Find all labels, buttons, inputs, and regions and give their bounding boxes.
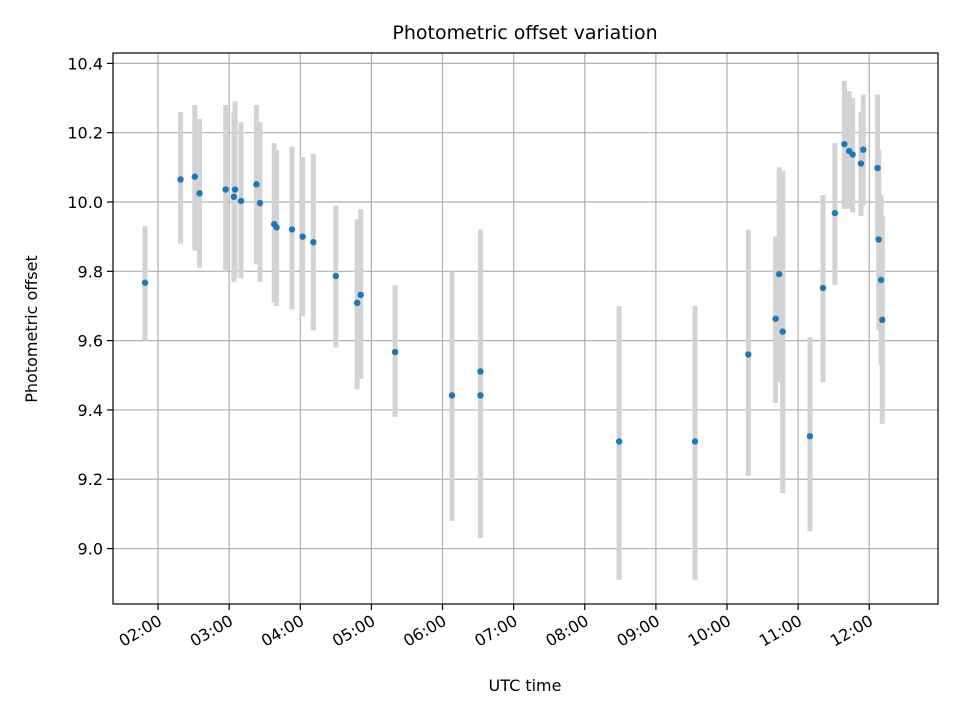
- data-point: [772, 315, 779, 322]
- data-point: [273, 224, 280, 231]
- x-axis-title: UTC time: [489, 676, 562, 695]
- data-point: [256, 199, 264, 207]
- data-point: [288, 226, 296, 233]
- data-point: [253, 181, 260, 188]
- chart-title: Photometric offset variation: [392, 22, 657, 44]
- data-point: [860, 146, 867, 153]
- data-point: [357, 291, 364, 299]
- data-point: [141, 279, 149, 286]
- y-tick-label: 10.0: [67, 193, 103, 212]
- y-axis-title: Photometric offset: [22, 255, 41, 403]
- y-tick-label: 10.2: [67, 124, 103, 143]
- data-point: [819, 284, 827, 292]
- y-tick-label: 9.0: [78, 540, 103, 559]
- data-point: [222, 186, 229, 193]
- data-point: [874, 164, 881, 172]
- data-point: [806, 433, 814, 440]
- data-point: [831, 209, 839, 217]
- data-point: [237, 197, 245, 205]
- grid: [113, 53, 938, 604]
- y-tick-label: 9.8: [78, 262, 103, 281]
- data-point: [877, 276, 885, 284]
- data-point: [448, 392, 456, 399]
- data-point: [191, 173, 198, 180]
- data-point: [230, 193, 238, 201]
- data-point: [857, 160, 865, 167]
- data-points: [141, 140, 886, 445]
- y-axis-ticks: 9.0 9.2 9.4 9.6 9.8 10.0 10.2 10.4: [67, 54, 113, 559]
- data-point: [879, 316, 886, 324]
- data-point: [875, 236, 882, 243]
- data-point: [391, 348, 399, 356]
- data-point: [332, 272, 340, 280]
- data-point: [196, 190, 203, 197]
- data-point: [841, 140, 848, 148]
- data-point: [477, 392, 484, 399]
- y-tick-label: 9.2: [78, 470, 103, 489]
- data-point: [231, 186, 239, 193]
- data-point: [615, 438, 623, 445]
- data-point: [177, 176, 184, 183]
- data-point: [310, 239, 317, 246]
- plot-frame: [112, 52, 939, 605]
- data-point: [775, 270, 783, 278]
- data-point: [353, 299, 361, 307]
- data-point: [849, 151, 856, 158]
- y-tick-label: 10.4: [67, 54, 103, 73]
- data-point: [745, 351, 752, 358]
- y-tick-label: 9.4: [78, 401, 103, 420]
- data-point: [779, 328, 786, 335]
- data-point: [691, 438, 699, 445]
- data-point: [477, 368, 484, 375]
- data-point: [299, 233, 306, 240]
- y-tick-label: 9.6: [78, 332, 103, 351]
